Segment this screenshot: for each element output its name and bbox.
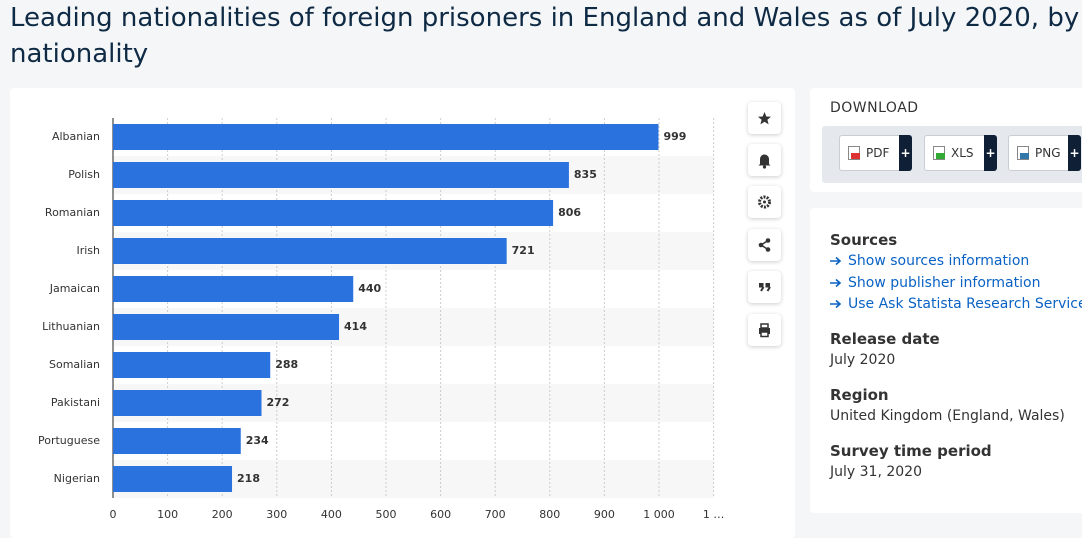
value-label: 721 — [512, 244, 535, 257]
value-label: 999 — [663, 130, 686, 143]
bar — [113, 276, 354, 302]
value-label: 440 — [358, 282, 381, 295]
detail-text: July 2020 — [830, 352, 896, 368]
share-button[interactable] — [748, 229, 781, 261]
download-plus[interactable]: + — [899, 135, 912, 171]
detail-text: United Kingdom (England, Wales) — [830, 408, 1065, 424]
x-tick-label: 700 — [485, 508, 506, 521]
detail-heading: Region — [830, 386, 889, 404]
x-tick-label: 400 — [321, 508, 342, 521]
value-label: 414 — [344, 320, 367, 333]
download-plus[interactable]: + — [984, 135, 997, 171]
source-link[interactable]: Show sources information — [830, 253, 1029, 269]
bar — [113, 428, 241, 454]
source-link-text: Use Ask Statista Research Service — [848, 296, 1082, 312]
arrow-icon — [830, 278, 842, 287]
bar — [113, 352, 271, 378]
y-tick-label: Albanian — [52, 130, 100, 143]
x-tick-label: 1 … — [703, 508, 725, 521]
x-tick-label: 100 — [157, 508, 178, 521]
info-card: Sources Show sources information Show publ… — [810, 208, 1082, 513]
file-icon — [933, 146, 945, 160]
download-heading: DOWNLOAD — [830, 100, 919, 116]
arrow-icon — [830, 299, 842, 309]
x-tick-label: 200 — [212, 508, 233, 521]
download-button[interactable]: PNG + — [1008, 135, 1081, 171]
y-tick-label: Portuguese — [38, 434, 100, 447]
download-area: PDF + XLS + PNG + — [822, 126, 1082, 183]
source-link-text: Show sources information — [848, 253, 1030, 269]
detail-heading: Survey time period — [830, 442, 992, 460]
x-tick-label: 900 — [594, 508, 615, 521]
bar — [113, 390, 262, 416]
x-tick-label: 500 — [376, 508, 397, 521]
y-tick-label: Jamaican — [49, 282, 100, 295]
file-icon — [1017, 146, 1029, 160]
value-label: 272 — [267, 396, 290, 409]
page: Leading nationalities of foreign prisone… — [10, 3, 1082, 538]
download-card: DOWNLOAD PDF + XLS + PNG + — [810, 88, 1082, 192]
arrow-icon — [830, 256, 842, 266]
y-tick-label: Polish — [68, 168, 100, 181]
alert-button[interactable] — [748, 144, 781, 176]
source-link[interactable]: Show publisher information — [830, 275, 1040, 291]
download-label: PNG — [1035, 146, 1061, 160]
value-label: 835 — [574, 168, 597, 181]
x-tick-label: 600 — [430, 508, 451, 521]
download-plus[interactable]: + — [1068, 135, 1081, 171]
value-label: 288 — [275, 358, 298, 371]
chart: 0 100 200 300 400 500 600 700 800 900 1 000 1 … Alba… — [38, 118, 725, 521]
bar — [113, 124, 659, 150]
x-tick-label: 300 — [266, 508, 287, 521]
download-label: XLS — [951, 146, 974, 160]
page-title: Leading nationalities of foreign prisone… — [10, 3, 1080, 69]
y-tick-label: Irish — [76, 244, 100, 257]
cite-button[interactable] — [748, 271, 781, 303]
bar — [113, 466, 233, 492]
print-button[interactable] — [748, 314, 781, 346]
y-tick-label: Somalian — [49, 358, 100, 371]
y-tick-label: Romanian — [45, 206, 100, 219]
y-tick-label: Pakistani — [51, 396, 100, 409]
bar — [113, 162, 569, 188]
value-label: 806 — [558, 206, 581, 219]
y-tick-label: Lithuanian — [42, 320, 100, 333]
value-label: 218 — [237, 472, 260, 485]
x-tick-label: 0 — [110, 508, 117, 521]
x-tick-label: 1 000 — [643, 508, 675, 521]
bar — [113, 200, 554, 226]
download-button[interactable]: PDF + — [839, 135, 912, 171]
x-tick-label: 800 — [539, 508, 560, 521]
download-label: PDF — [866, 146, 890, 160]
y-tick-label: Nigerian — [54, 472, 100, 485]
source-link[interactable]: Use Ask Statista Research Service — [830, 296, 1082, 312]
chart-card: 0 100 200 300 400 500 600 700 800 900 1 000 1 … Alba… — [10, 88, 795, 538]
sources-heading: Sources — [830, 231, 898, 249]
download-button[interactable]: XLS + — [924, 135, 997, 171]
favorite-button[interactable] — [748, 102, 781, 134]
settings-button[interactable] — [748, 186, 781, 218]
bar — [113, 238, 507, 264]
detail-text: July 31, 2020 — [830, 464, 922, 480]
detail-heading: Release date — [830, 330, 940, 348]
file-icon — [848, 146, 860, 160]
source-link-text: Show publisher information — [848, 274, 1041, 291]
bar — [113, 314, 340, 340]
value-label: 234 — [246, 434, 269, 447]
